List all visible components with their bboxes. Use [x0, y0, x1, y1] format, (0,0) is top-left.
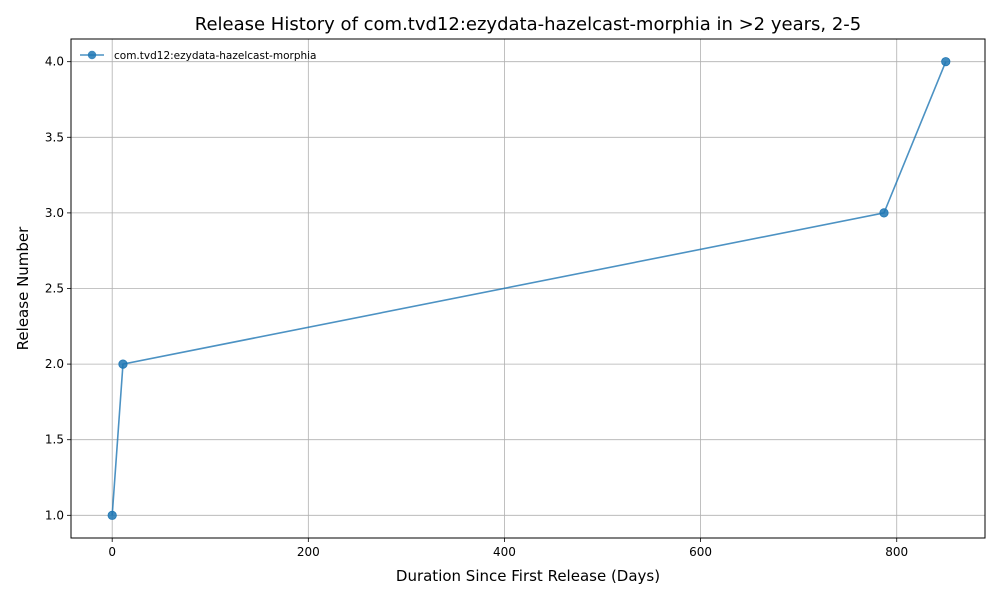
y-tick-label: 2.5 — [45, 282, 64, 296]
data-point — [107, 510, 117, 520]
y-tick-label: 3.0 — [45, 206, 64, 220]
legend-label: com.tvd12:ezydata-hazelcast-morphia — [114, 50, 316, 62]
x-tick-label: 400 — [493, 545, 516, 559]
x-tick-label: 0 — [108, 545, 116, 559]
x-tick-label: 800 — [885, 545, 908, 559]
y-axis-label: Release Number — [14, 226, 32, 350]
chart-title: Release History of com.tvd12:ezydata-haz… — [195, 14, 861, 35]
x-tick-label: 600 — [689, 545, 712, 559]
grid — [71, 39, 985, 538]
y-tick-label: 1.0 — [45, 508, 64, 522]
axis-ticks: 0 200 400 600 800 1.0 1.5 2.0 2.5 3.0 3.5 4.0 — [45, 55, 908, 559]
x-axis-label: Duration Since First Release (Days) — [396, 567, 660, 585]
series-layer — [107, 57, 951, 520]
x-tick-label: 200 — [297, 545, 320, 559]
y-tick-label: 3.5 — [45, 130, 64, 144]
y-tick-label: 4.0 — [45, 55, 64, 69]
legend-marker — [87, 50, 97, 60]
data-point — [879, 208, 889, 218]
y-tick-label: 1.5 — [45, 433, 64, 447]
legend: com.tvd12:ezydata-hazelcast-morphia — [80, 50, 316, 62]
series-line — [111, 61, 947, 516]
y-tick-label: 2.0 — [45, 357, 64, 371]
data-point — [118, 359, 128, 369]
data-point — [941, 57, 951, 67]
